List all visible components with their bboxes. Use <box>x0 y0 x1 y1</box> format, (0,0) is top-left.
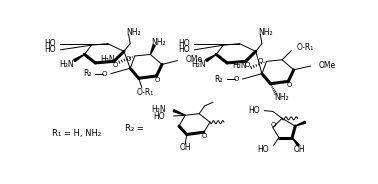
Text: O: O <box>155 77 160 83</box>
Text: O-R₁: O-R₁ <box>136 89 153 97</box>
Polygon shape <box>292 138 299 146</box>
Text: H₂N: H₂N <box>232 61 247 70</box>
Text: HO: HO <box>44 45 56 54</box>
Text: H₂N: H₂N <box>101 55 115 64</box>
Text: H₂N: H₂N <box>151 105 166 114</box>
Text: O: O <box>113 62 118 68</box>
Polygon shape <box>150 45 155 54</box>
Text: R₁ = H, NH₂: R₁ = H, NH₂ <box>52 129 101 138</box>
Text: O: O <box>202 133 207 139</box>
Text: R₂ =: R₂ = <box>125 124 143 133</box>
Text: HO: HO <box>178 39 190 48</box>
Text: O: O <box>271 122 276 128</box>
Text: HO: HO <box>257 145 269 154</box>
Polygon shape <box>206 54 216 62</box>
Text: NH₂: NH₂ <box>151 38 166 47</box>
Text: HO: HO <box>153 112 165 121</box>
Text: OH: OH <box>294 145 306 154</box>
Text: R₂: R₂ <box>215 75 223 84</box>
Text: O: O <box>258 58 263 64</box>
Text: O-R₁: O-R₁ <box>297 43 314 52</box>
Text: HO: HO <box>178 45 190 54</box>
Text: OH: OH <box>180 143 191 152</box>
Polygon shape <box>295 121 306 126</box>
Text: NH₂: NH₂ <box>259 28 273 37</box>
Text: HO: HO <box>248 106 260 115</box>
Text: OMe: OMe <box>185 55 202 64</box>
Text: NH₂: NH₂ <box>127 28 141 37</box>
Text: O: O <box>287 82 292 88</box>
Text: O: O <box>126 56 131 62</box>
Text: OMe: OMe <box>319 61 336 70</box>
Text: H₂N: H₂N <box>59 60 74 69</box>
Polygon shape <box>173 110 185 115</box>
Text: NH₂: NH₂ <box>274 93 289 102</box>
Text: O: O <box>102 71 107 77</box>
Text: O: O <box>233 76 239 82</box>
Text: H₂N: H₂N <box>191 60 206 69</box>
Text: R₂: R₂ <box>83 69 91 78</box>
Text: HO: HO <box>44 39 56 48</box>
Text: O: O <box>245 62 250 68</box>
Polygon shape <box>74 54 84 62</box>
